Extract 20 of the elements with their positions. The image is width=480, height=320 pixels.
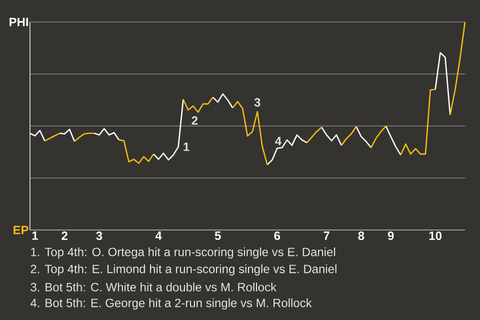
annotation: 4 bbox=[275, 136, 282, 146]
x-tick-label: 1 bbox=[32, 232, 38, 240]
x-tick-label: 9 bbox=[388, 232, 394, 240]
x-tick-label: 4 bbox=[155, 232, 162, 240]
x-tick-label: 5 bbox=[214, 232, 221, 240]
x-tick-label: 6 bbox=[274, 232, 280, 240]
x-tick-label: 7 bbox=[324, 232, 330, 240]
annotation: 2 bbox=[192, 116, 198, 125]
annotation: 1 bbox=[184, 142, 190, 151]
text: 2. Top 4th: E. Limond hit a run-scoring single vs E. Daniel bbox=[30, 264, 336, 276]
x-tick-label: 10 bbox=[429, 232, 442, 240]
text: 1. Top 4th: O. Ortega hit a run-scoring single vs E. Daniel bbox=[31, 247, 336, 259]
text: PHI bbox=[10, 18, 28, 26]
x-tick-label: 2 bbox=[62, 232, 68, 240]
x-tick-label: 3 bbox=[96, 232, 102, 240]
x-tick-label: 8 bbox=[358, 232, 364, 240]
text: 3. Bot 5th: C. White hit a double vs M. Rollock bbox=[30, 282, 277, 292]
annotation: 3 bbox=[254, 98, 260, 107]
text: 4. Bot 5th: E. George hit a 2-run single vs M. Rollock bbox=[30, 298, 312, 310]
text: EP bbox=[14, 226, 28, 234]
